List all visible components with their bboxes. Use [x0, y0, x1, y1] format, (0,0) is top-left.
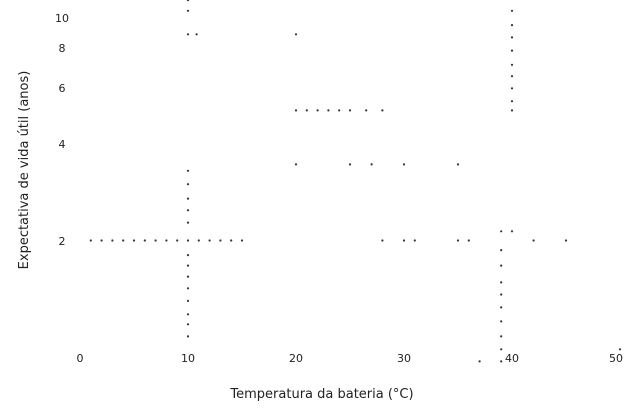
data-point [186, 335, 190, 338]
y-tick-labels: 2 4 6 8 10 [55, 12, 69, 248]
data-point [500, 281, 503, 284]
data-point [230, 239, 233, 242]
data-point [500, 348, 503, 351]
data-point [500, 293, 503, 296]
x-tick-labels: 0 10 20 30 40 50 [77, 352, 624, 365]
data-point [564, 239, 568, 242]
x-tick-label: 30 [397, 352, 411, 365]
data-point [186, 299, 190, 302]
data-point [154, 239, 157, 242]
data-point [294, 109, 298, 112]
data-point [500, 230, 503, 233]
data-point [402, 163, 406, 166]
x-tick-label: 40 [505, 352, 519, 365]
data-point [402, 239, 406, 242]
data-point [500, 335, 503, 338]
data-point [186, 275, 190, 278]
data-point [381, 239, 384, 242]
data-point [456, 163, 460, 166]
data-point [618, 348, 622, 351]
data-point [186, 264, 190, 267]
data-point [176, 239, 179, 242]
data-point [510, 75, 514, 78]
x-tick-label: 20 [289, 352, 303, 365]
data-point [186, 287, 190, 290]
x-tick-label: 10 [181, 352, 195, 365]
data-point [500, 320, 503, 323]
y-tick-label: 8 [59, 42, 66, 55]
data-point [348, 163, 352, 166]
data-point [510, 24, 514, 27]
data-point [456, 239, 460, 242]
data-point [510, 36, 514, 39]
data-point [510, 49, 514, 52]
data-point [186, 33, 190, 36]
x-tick-label: 0 [77, 352, 84, 365]
data-point [294, 33, 298, 36]
data-point [316, 109, 319, 112]
data-point [186, 239, 190, 242]
data-point [413, 239, 416, 242]
data-point [467, 239, 470, 242]
data-point [478, 360, 481, 363]
data-point [500, 360, 503, 363]
data-point [500, 264, 503, 267]
data-point [197, 239, 200, 242]
data-point [348, 109, 352, 112]
data-point [327, 109, 330, 112]
y-tick-label: 6 [59, 82, 66, 95]
data-point [186, 197, 190, 200]
data-point [186, 169, 190, 172]
data-point [500, 249, 503, 252]
data-point [510, 100, 514, 103]
data-point [510, 230, 514, 233]
data-point [132, 239, 136, 242]
data-point [165, 239, 168, 242]
data-point [186, 221, 190, 224]
data-point [186, 0, 190, 2]
data-point [510, 9, 514, 12]
y-axis-title: Expectativa de vida útil (anos) [17, 71, 32, 270]
data-point [186, 323, 190, 326]
data-point [294, 163, 298, 166]
data-point [195, 33, 198, 36]
data-point [143, 239, 146, 242]
data-point [381, 109, 384, 112]
data-point [240, 239, 244, 242]
data-point [305, 109, 308, 112]
data-point [186, 183, 190, 186]
data-point [365, 109, 368, 112]
data-point [186, 209, 190, 212]
data-point [338, 109, 341, 112]
data-point [111, 239, 114, 242]
data-point [500, 306, 503, 309]
data-point [510, 87, 514, 90]
data-point [532, 239, 535, 242]
data-point [370, 163, 373, 166]
data-point [100, 239, 103, 242]
y-tick-label: 2 [59, 235, 66, 248]
data-point [89, 239, 92, 242]
data-point [122, 239, 125, 242]
data-point [510, 109, 514, 112]
data-point [186, 313, 190, 316]
x-tick-label: 50 [609, 352, 623, 365]
data-point [510, 63, 514, 66]
data-point [208, 239, 211, 242]
y-tick-label: 10 [55, 12, 69, 25]
data-point [186, 9, 190, 12]
x-axis-title: Temperatura da bateria (°C) [229, 387, 413, 402]
points-layer [89, 0, 622, 363]
data-point [219, 239, 222, 242]
data-point [186, 254, 190, 257]
y-tick-label: 4 [59, 138, 66, 151]
